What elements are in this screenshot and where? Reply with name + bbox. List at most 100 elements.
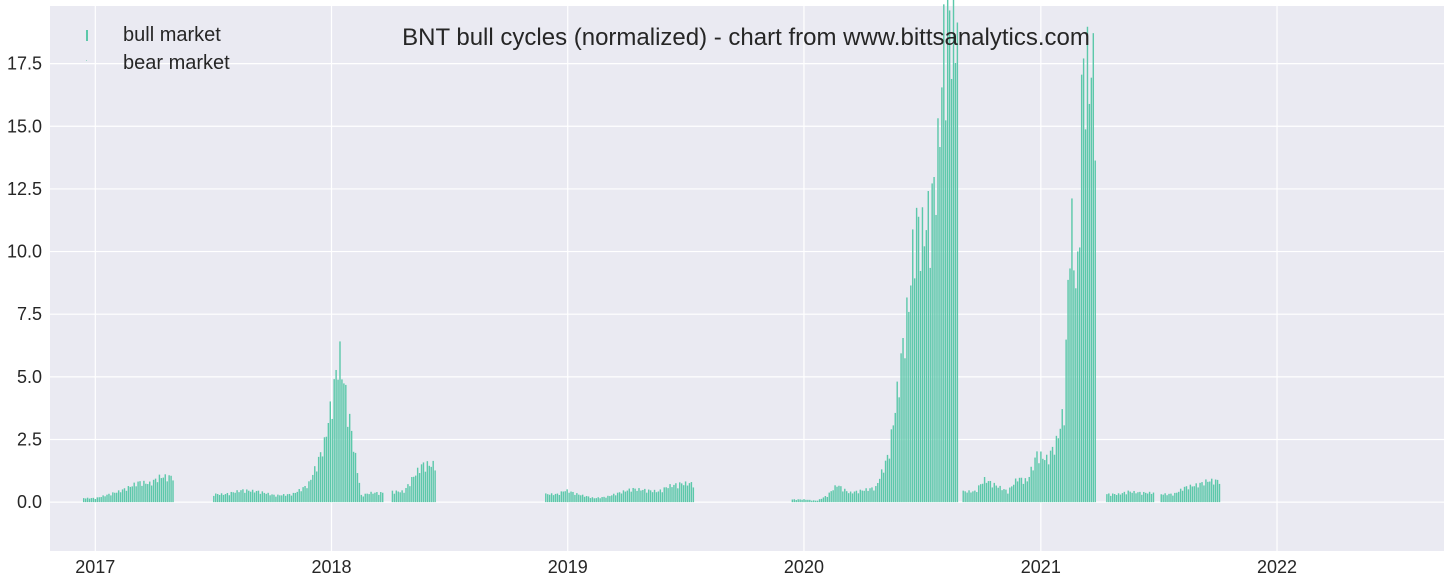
bull-bar <box>172 480 174 503</box>
bull-bar <box>1199 482 1201 503</box>
bull-bar <box>302 487 304 503</box>
bull-bar <box>1121 493 1124 503</box>
bull-bar <box>642 489 644 503</box>
bull-bar <box>116 492 118 503</box>
bull-bar <box>1203 485 1205 503</box>
bull-bar <box>215 493 217 503</box>
bull-bar <box>816 500 819 503</box>
bull-bar <box>1191 486 1194 503</box>
bull-bar <box>1086 26 1089 503</box>
bull-bar <box>935 214 937 503</box>
bull-bar <box>983 477 986 503</box>
bull-bar <box>149 481 151 503</box>
bull-bar <box>1032 470 1034 503</box>
bull-bar <box>585 496 588 503</box>
bull-bar <box>863 490 865 503</box>
bull-bar <box>1090 77 1093 503</box>
bull-bar <box>1057 438 1060 503</box>
bull-bar <box>840 486 842 503</box>
bull-bar <box>424 471 427 503</box>
bull-bar <box>275 496 277 503</box>
bull-bar <box>133 482 135 503</box>
bull-bar <box>430 466 432 503</box>
bull-bar <box>946 0 949 503</box>
bull-bar <box>859 489 862 503</box>
bull-bar <box>910 285 912 503</box>
bull-bar <box>1137 492 1139 503</box>
legend-bull-label: bull market <box>123 24 221 46</box>
bull-bar <box>1030 466 1032 503</box>
bull-bar <box>939 147 941 503</box>
bull-bar <box>879 478 881 503</box>
bull-bar <box>904 358 906 503</box>
bull-bar <box>226 492 229 503</box>
bull-bar <box>661 492 663 503</box>
bull-bar <box>339 341 341 503</box>
bull-bar <box>626 490 629 503</box>
bull-bar <box>428 465 431 503</box>
bull-bar <box>420 464 423 503</box>
y-tick-label: 10.0 <box>7 242 42 262</box>
bull-bar <box>813 500 815 503</box>
bull-bar <box>1143 491 1145 503</box>
bull-bar <box>360 494 363 503</box>
bull-bar <box>255 490 258 503</box>
bull-bar <box>405 488 407 503</box>
bull-market-bars <box>83 0 1221 503</box>
bull-bar <box>354 452 357 503</box>
bull-bar <box>945 120 947 503</box>
bull-bar <box>315 471 318 503</box>
bull-bar <box>943 4 945 503</box>
bull-bar <box>956 22 959 503</box>
bull-bar <box>1218 483 1221 503</box>
y-axis-ticks: 0.0 2.5 5.0 7.5 10.0 12.5 15.0 17.5 <box>7 54 42 513</box>
bull-bar <box>607 495 609 503</box>
bull-bar <box>96 497 99 503</box>
bull-bar <box>1145 492 1147 503</box>
legend: bull market bear market <box>86 24 230 74</box>
bull-bar <box>851 493 854 503</box>
bull-bar <box>847 493 850 503</box>
bull-bar <box>950 78 953 503</box>
bull-bar <box>1189 484 1192 503</box>
plot-background <box>50 6 1444 551</box>
bull-bar <box>877 482 879 503</box>
bull-bar <box>814 500 817 503</box>
bull-bar <box>119 492 122 503</box>
bull-bar <box>1181 490 1184 503</box>
bull-bar <box>104 496 106 503</box>
bull-bar <box>793 499 796 503</box>
bull-bar <box>894 412 896 503</box>
bull-bar <box>409 486 411 503</box>
bull-bar <box>1071 198 1073 503</box>
bull-bar <box>162 477 165 503</box>
bull-bar <box>869 488 871 503</box>
bull-bar <box>987 481 990 503</box>
bull-bar <box>677 488 679 503</box>
bull-bar <box>611 495 613 503</box>
bull-bar <box>92 497 95 503</box>
bull-bar <box>1119 494 1122 503</box>
bull-bar <box>150 485 153 503</box>
bull-bar <box>912 229 914 503</box>
bull-bar <box>399 492 401 503</box>
bull-bar <box>822 497 825 503</box>
bull-bar <box>321 456 324 503</box>
bull-bar <box>838 485 840 503</box>
bull-bar <box>395 490 398 503</box>
bull-bar <box>413 476 415 503</box>
bull-bar <box>921 207 924 503</box>
bull-bar <box>583 496 586 503</box>
bull-bar <box>991 487 994 503</box>
bull-bar <box>871 487 873 503</box>
bull-bar <box>317 456 320 503</box>
y-tick-label: 0.0 <box>17 492 42 512</box>
bull-bar <box>597 497 599 503</box>
bull-bar <box>286 494 289 503</box>
bull-bar <box>158 474 161 503</box>
bull-bar <box>818 499 821 503</box>
bull-bar <box>1212 484 1215 503</box>
bull-bar <box>368 494 370 503</box>
bull-bar <box>164 474 166 503</box>
bull-bar <box>1067 279 1069 503</box>
